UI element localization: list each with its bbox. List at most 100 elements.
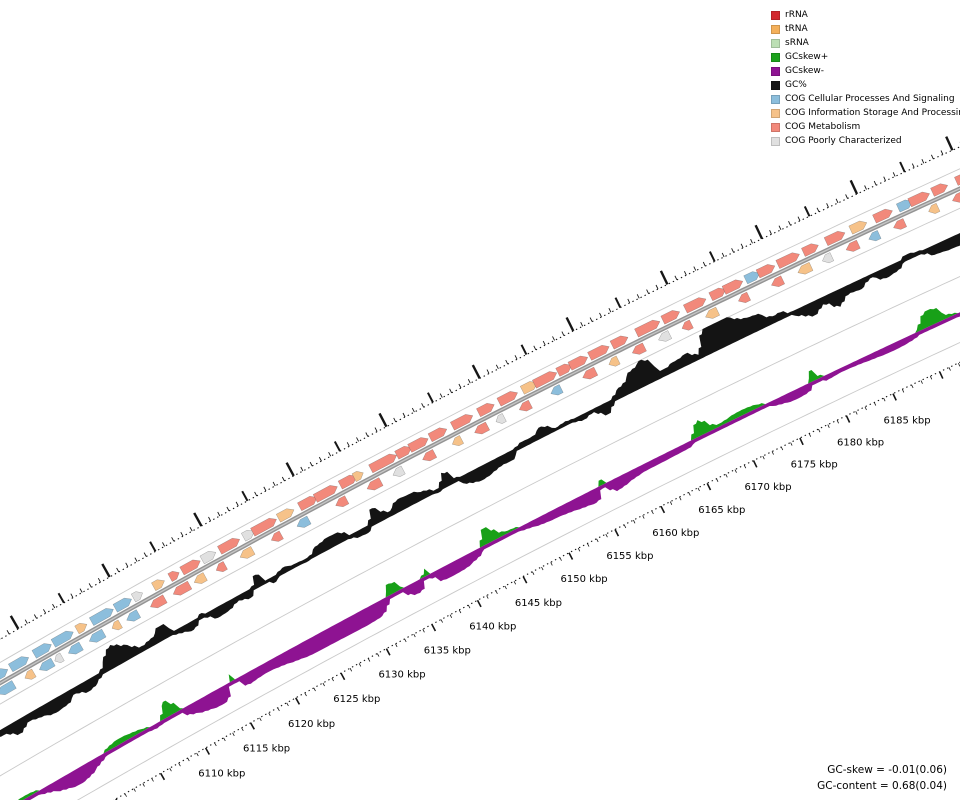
legend-item-label: sRNA: [785, 38, 809, 48]
outer-ruler-baseline: [0, 146, 960, 640]
inner-ruler-tick: [559, 557, 562, 561]
outer-ruler-tick: [241, 490, 249, 502]
ruler-label: 6115 kbp: [243, 744, 290, 755]
inner-ruler-tick: [762, 455, 765, 460]
gene-arrow: [240, 529, 255, 542]
legend-item: COG Information Storage And Processing: [771, 106, 960, 120]
track-boundary-line: [0, 168, 960, 664]
inner-ruler-tick: [124, 793, 127, 797]
inner-ruler-tick: [133, 788, 136, 792]
inner-ruler-tick: [706, 482, 712, 491]
inner-ruler-tick: [734, 469, 737, 473]
legend-swatch: [771, 24, 780, 34]
gene-arrow: [721, 279, 744, 295]
gene-arrow: [658, 330, 673, 342]
legend-swatch: [771, 80, 780, 90]
inner-ruler-tick: [367, 658, 371, 662]
outer-ruler-tick: [589, 317, 593, 322]
inner-ruler-tick: [771, 451, 774, 455]
inner-ruler-tick: [385, 648, 391, 656]
inner-ruler-tick: [790, 442, 793, 446]
gene-arrow: [660, 310, 681, 325]
inner-ruler-tick: [920, 380, 923, 384]
legend-item: COG Metabolism: [771, 120, 960, 134]
gene-arrow: [39, 657, 56, 671]
gene-arrow: [24, 668, 37, 680]
legend-item-label: COG Information Storage And Processing: [785, 108, 960, 118]
outer-ruler-tick: [24, 619, 28, 624]
gene-arrow: [275, 508, 295, 523]
outer-ruler-tick: [467, 378, 471, 384]
outer-ruler-tick: [149, 541, 157, 552]
stats-panel: GC-skew = -0.01(0.06) GC-content = 0.68(…: [817, 762, 947, 794]
gene-arrow: [567, 355, 589, 371]
outer-ruler-tick: [702, 261, 706, 267]
gene-arrow: [179, 559, 201, 576]
outer-ruler-tick: [180, 531, 184, 537]
outer-ruler-tick: [378, 412, 388, 428]
gene-arrow: [496, 391, 518, 407]
gene-arrow: [952, 192, 960, 203]
outer-ruler-tick: [565, 316, 575, 332]
gene-arrow: [682, 297, 707, 314]
gene-arrow: [150, 594, 168, 609]
gene-arrow: [451, 435, 465, 447]
inner-ruler-tick: [331, 677, 334, 682]
gene-arrow: [738, 291, 752, 303]
gene-arrow: [427, 427, 448, 443]
gene-arrow: [797, 261, 814, 275]
outer-ruler-tick: [911, 163, 915, 168]
outer-ruler-tick: [346, 442, 350, 447]
outer-ruler-tick: [43, 609, 47, 614]
inner-ruler-tick: [697, 487, 700, 492]
gene-arrow: [518, 399, 533, 412]
outer-ruler-tick: [33, 614, 37, 619]
outer-ruler-tick: [449, 388, 453, 394]
outer-ruler-tick: [788, 221, 791, 226]
outer-ruler-tick: [899, 161, 906, 173]
outer-ruler-tick: [272, 481, 276, 487]
inner-ruler-tick: [873, 402, 877, 406]
inner-ruler-tick: [241, 727, 244, 731]
inner-ruler-tick: [541, 566, 544, 571]
legend-item-label: GCskew-: [785, 66, 824, 76]
gene-arrow: [449, 414, 474, 431]
ruler-label: 6135 kbp: [424, 646, 471, 657]
gene-arrow: [312, 485, 338, 503]
ruler-label: 6120 kbp: [288, 719, 335, 730]
outer-ruler-tick: [97, 577, 101, 583]
gene-arrow: [587, 344, 610, 361]
outer-ruler-tick: [797, 216, 801, 221]
inner-ruler-tick: [883, 397, 886, 402]
gene-arrow: [151, 579, 165, 592]
gene-arrow: [930, 183, 949, 197]
gene-arrow: [872, 208, 893, 224]
outer-ruler-tick: [505, 359, 509, 365]
legend-item: tRNA: [771, 22, 960, 36]
gene-arrow: [351, 471, 364, 483]
gene-arrow: [608, 355, 621, 367]
inner-ruler-tick: [440, 619, 443, 623]
gene-arrow: [112, 597, 132, 613]
gene-arrow: [0, 668, 9, 680]
gene-arrow: [74, 622, 88, 635]
gene-arrow: [531, 371, 558, 389]
gene-arrow: [111, 619, 123, 631]
outer-ruler-tick: [542, 340, 546, 346]
gene-arrow: [199, 551, 217, 565]
inner-ruler-tick: [651, 510, 654, 515]
inner-ruler-tick: [743, 464, 747, 469]
gene-arrow: [394, 446, 412, 460]
gene-arrow: [68, 641, 84, 655]
inner-ruler-tick: [232, 732, 235, 737]
gene-arrow: [88, 608, 114, 626]
gene-arrow: [848, 220, 868, 235]
gene-arrow: [823, 230, 846, 247]
inner-ruler-tick: [340, 672, 346, 681]
gene-arrow: [130, 591, 143, 603]
outer-ruler-tick: [88, 583, 92, 588]
legend-item-label: GC%: [785, 80, 807, 90]
inner-ruler-tick: [277, 707, 280, 712]
outer-ruler-tick: [193, 512, 203, 527]
inner-ruler-tick: [249, 722, 255, 730]
